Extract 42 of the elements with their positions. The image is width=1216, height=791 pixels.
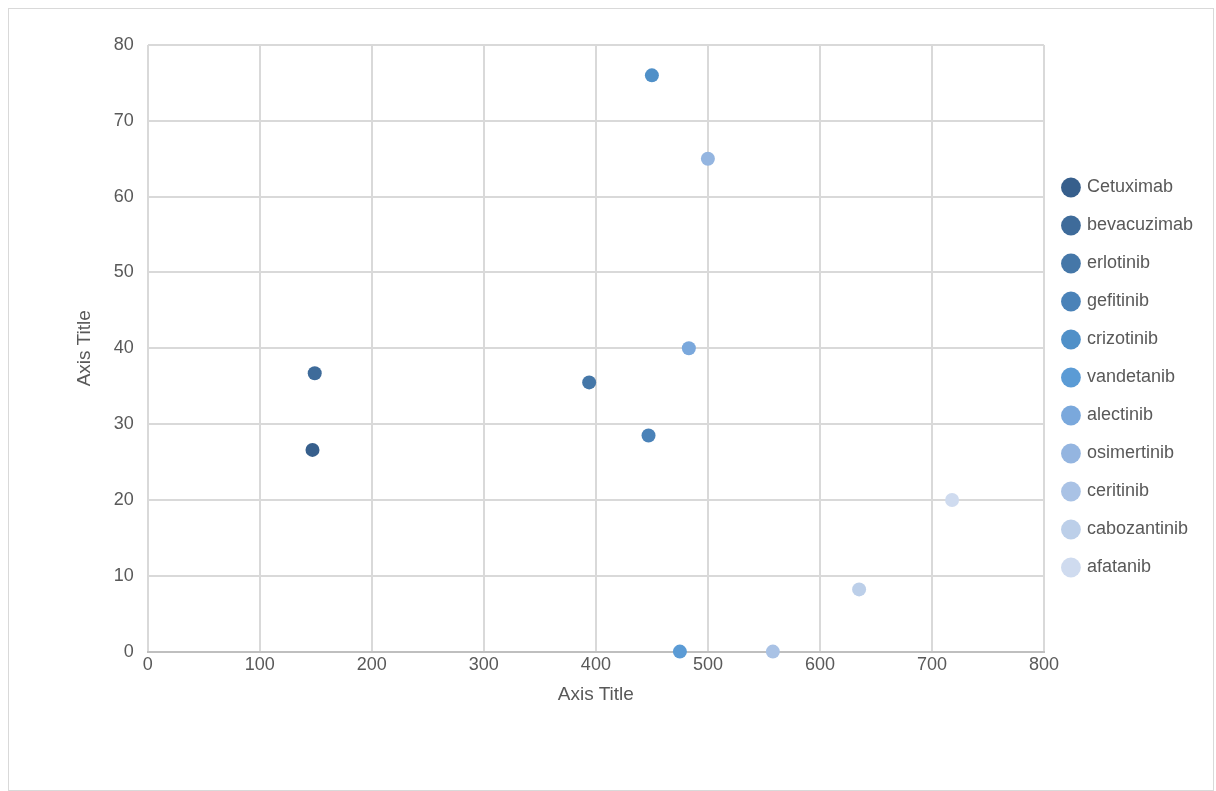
legend-label: alectinib: [1086, 404, 1153, 425]
legend-label: crizotinib: [1086, 328, 1158, 349]
x-tick-label: 800: [1028, 654, 1059, 675]
legend-label: Cetuximab: [1086, 176, 1173, 197]
legend-label: erlotinib: [1086, 252, 1150, 273]
y-tick-label: 80: [113, 33, 134, 54]
x-tick-label: 0: [142, 654, 153, 675]
legend-label: afatanib: [1086, 556, 1151, 577]
y-tick-label: 30: [113, 413, 134, 434]
y-tick-label: 60: [113, 185, 134, 206]
y-axis-title: Axis Title: [72, 310, 94, 387]
legend-label: vandetanib: [1086, 366, 1176, 387]
point: [672, 644, 687, 659]
y-tick-label: 10: [113, 564, 134, 585]
x-tick-label: 100: [244, 654, 275, 675]
legend-label: gefitinib: [1086, 290, 1149, 311]
x-axis-title: Axis Title: [557, 682, 634, 704]
x-tick-label: 300: [468, 654, 499, 675]
y-tick-label: 20: [113, 488, 134, 509]
y-tick-label: 40: [113, 337, 134, 358]
point: [765, 644, 780, 659]
legend-label: osimertinib: [1086, 442, 1174, 463]
x-tick-label: 200: [356, 654, 387, 675]
point: [700, 151, 715, 166]
x-tick-label: 400: [580, 654, 611, 675]
legend-label: bevacuzimab: [1086, 214, 1193, 235]
point: [641, 428, 656, 443]
y-tick-label: 0: [123, 640, 134, 661]
point: [644, 68, 659, 83]
x-tick-label: 600: [804, 654, 835, 675]
x-tick-label: 700: [916, 654, 947, 675]
x-tick-label: 500: [692, 654, 723, 675]
legend-label: cabozantinib: [1086, 518, 1189, 539]
legend-label: ceritinib: [1086, 480, 1149, 501]
point: [582, 375, 597, 390]
point: [945, 492, 960, 507]
y-tick-label: 70: [113, 109, 134, 130]
point: [681, 341, 696, 356]
point: [852, 582, 867, 597]
y-tick-label: 50: [113, 261, 134, 282]
point: [305, 442, 320, 457]
point: [307, 366, 322, 381]
